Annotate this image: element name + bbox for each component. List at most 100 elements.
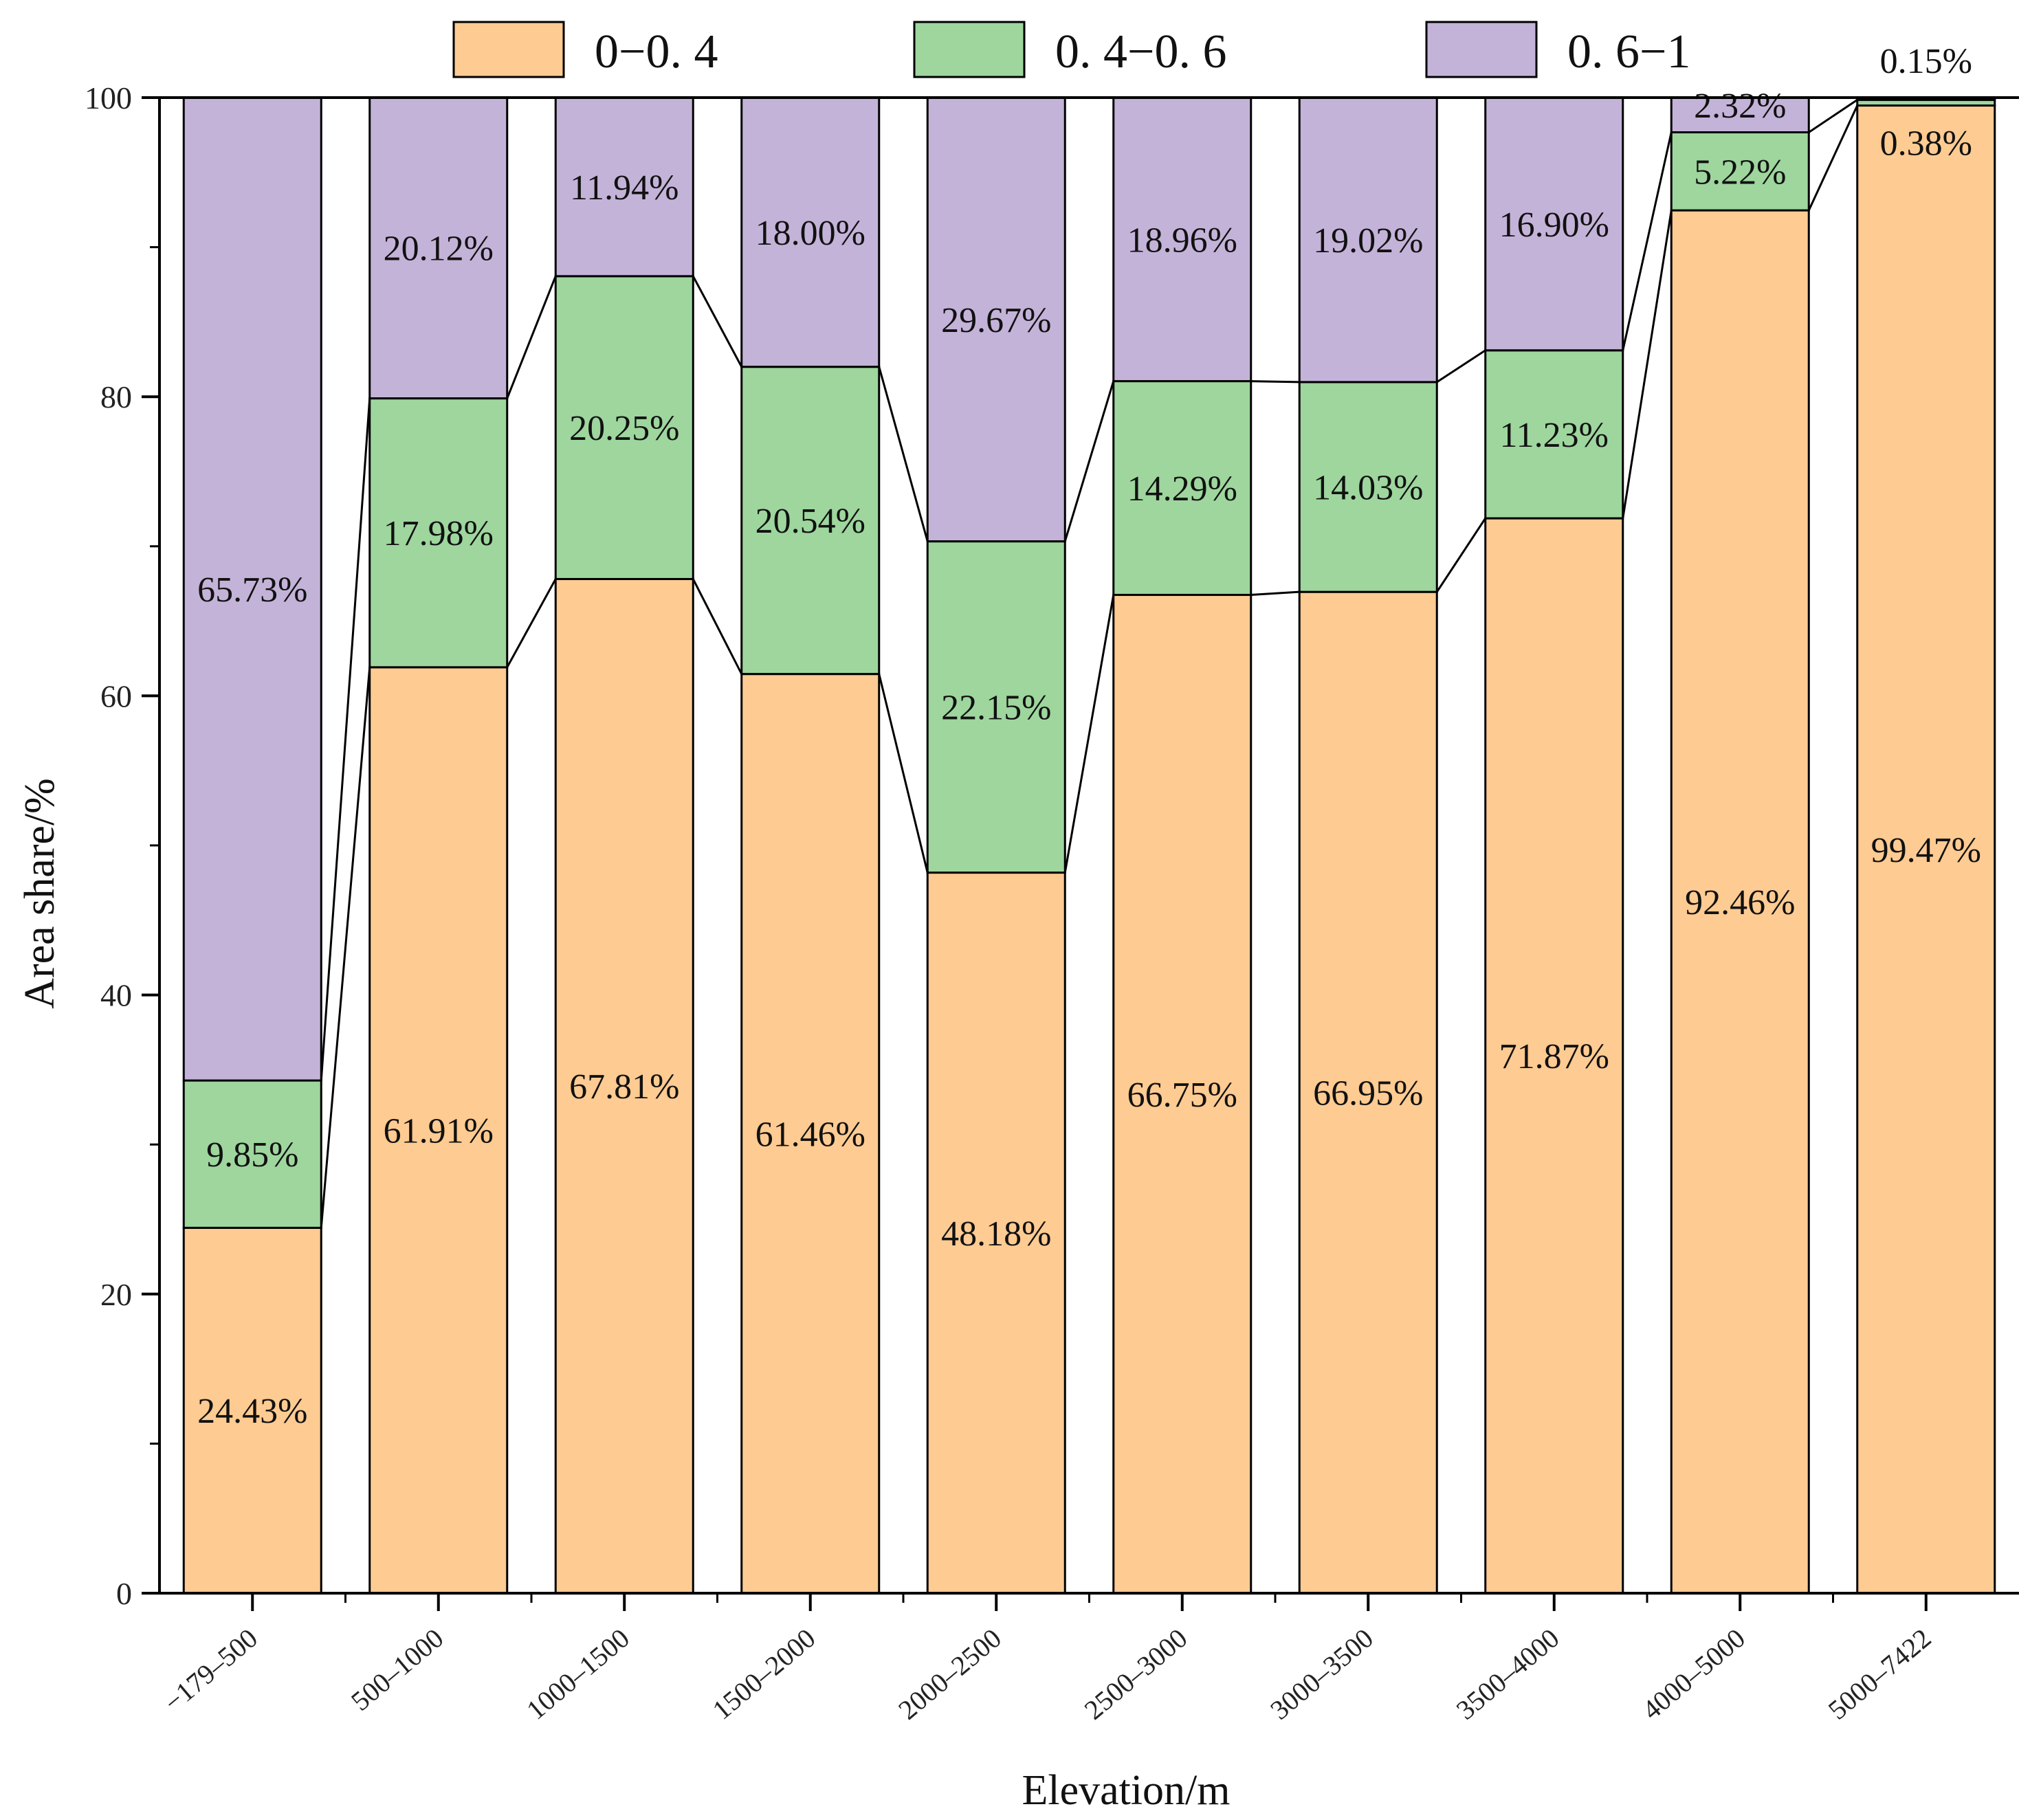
- bar-segment-2-7: [1298, 381, 1438, 593]
- legend-label: 0. 4−0. 6: [1055, 25, 1226, 78]
- x-tick-label: 4000–5000: [1636, 1622, 1751, 1725]
- y-tick-label: 0: [116, 1576, 132, 1611]
- data-label: 0.38%: [1880, 124, 1972, 163]
- data-label: 61.91%: [384, 1111, 494, 1151]
- data-label: 20.54%: [755, 502, 865, 541]
- y-tick-label: 100: [85, 80, 132, 115]
- bar-segment-2-9: [1670, 131, 1810, 212]
- connector-line: [1622, 132, 1673, 351]
- connector-line: [1807, 104, 1859, 211]
- data-label: 19.02%: [1313, 221, 1423, 260]
- x-axis-title: Elevation/m: [1022, 1767, 1230, 1814]
- bar-segment-3-5: [926, 96, 1066, 543]
- connector-line: [692, 578, 743, 675]
- legend-swatch: [1425, 21, 1538, 78]
- data-label: 61.46%: [755, 1115, 865, 1154]
- connector-lines: [320, 99, 1859, 1228]
- data-label: 11.94%: [570, 168, 678, 208]
- data-label: 0.15%: [1880, 42, 1972, 81]
- bar-segment-1-2: [368, 666, 509, 1595]
- x-tick-label: 1000–1500: [520, 1622, 635, 1725]
- data-label: 67.81%: [569, 1067, 679, 1107]
- x-tick-label: 3000–3500: [1264, 1622, 1379, 1725]
- data-label: 17.98%: [384, 514, 494, 553]
- x-tick-label: 2500–3000: [1079, 1622, 1193, 1725]
- data-label: 66.75%: [1127, 1076, 1237, 1115]
- data-label: 18.00%: [755, 214, 865, 253]
- data-label: 14.03%: [1313, 469, 1423, 508]
- bars: [182, 96, 1996, 1595]
- legend-label: 0. 6−1: [1567, 25, 1690, 78]
- connector-line: [878, 674, 929, 873]
- legend: 0−0. 4 0. 4−0. 6 0. 6−1: [452, 21, 1690, 78]
- connector-line: [320, 667, 371, 1228]
- connector-line: [320, 398, 371, 1081]
- connector-line: [692, 276, 743, 368]
- data-label: 65.73%: [197, 570, 307, 610]
- x-tick-label: 1500–2000: [707, 1622, 821, 1725]
- x-tick-label: 2000–2500: [892, 1622, 1007, 1725]
- data-label: 92.46%: [1685, 883, 1795, 922]
- bar-segment-2-2: [368, 397, 509, 669]
- y-tick-label: 60: [100, 678, 132, 713]
- bar-segment-1-5: [926, 872, 1066, 1595]
- bar-segment-2-6: [1112, 380, 1253, 597]
- legend-label: 0−0. 4: [595, 25, 718, 78]
- y-tick-label: 40: [100, 978, 132, 1013]
- connector-line: [878, 366, 929, 542]
- data-label: 9.85%: [206, 1135, 298, 1175]
- connector-line: [1250, 380, 1300, 384]
- bar-segment-1-9: [1670, 209, 1810, 1595]
- data-label: 18.96%: [1127, 221, 1237, 260]
- bar-segment-2-1: [182, 1079, 322, 1229]
- bar-segment-2-3: [554, 275, 694, 580]
- bar-segment-3-9: [1670, 96, 1810, 133]
- x-tick-label: 500–1000: [345, 1622, 449, 1716]
- bar-segment-3-6: [1112, 96, 1253, 383]
- data-label: 29.67%: [941, 301, 1051, 340]
- connector-line: [506, 276, 557, 399]
- data-label: 48.18%: [941, 1214, 1051, 1254]
- legend-swatch: [452, 21, 565, 78]
- connector-line: [1622, 210, 1673, 519]
- connector-line: [1063, 595, 1115, 873]
- y-tick-label: 20: [100, 1277, 132, 1312]
- bar-segment-1-1: [182, 1226, 322, 1595]
- data-label: 16.90%: [1499, 206, 1609, 245]
- legend-swatch: [913, 21, 1026, 78]
- bar-segment-3-3: [554, 96, 694, 278]
- data-label: 22.15%: [941, 689, 1051, 728]
- bar-segment-3-2: [368, 96, 509, 400]
- data-label: 24.43%: [197, 1392, 307, 1431]
- connector-line: [1436, 349, 1486, 384]
- x-tick-label: 5000–7422: [1822, 1622, 1937, 1725]
- connector-line: [1808, 99, 1858, 133]
- x-tick-label: −179–500: [158, 1622, 263, 1718]
- data-label: 2.32%: [1694, 87, 1786, 126]
- bar-segment-1-6: [1112, 594, 1253, 1595]
- bar-segment-3-7: [1298, 96, 1438, 384]
- data-label: 20.12%: [384, 230, 494, 269]
- data-label: 99.47%: [1871, 831, 1981, 870]
- data-label: 11.23%: [1500, 416, 1609, 455]
- data-label: 14.29%: [1127, 469, 1237, 509]
- connector-line: [1063, 381, 1115, 542]
- bar-segment-2-4: [740, 366, 881, 676]
- x-tick-label: 3500–4000: [1450, 1622, 1565, 1725]
- connector-line: [506, 578, 557, 668]
- bar-segment-1-10: [1856, 104, 1996, 1595]
- bar-segment-1-4: [740, 673, 881, 1595]
- data-label: 71.87%: [1499, 1037, 1609, 1076]
- bar-segment-3-8: [1484, 96, 1624, 352]
- data-label: 5.22%: [1694, 153, 1786, 192]
- data-label: 20.25%: [569, 409, 679, 448]
- connector-line: [1250, 590, 1300, 597]
- data-label: 66.95%: [1313, 1074, 1423, 1113]
- y-tick-label: 80: [100, 379, 132, 414]
- connector-line: [1435, 518, 1487, 592]
- bar-segment-1-7: [1298, 590, 1438, 1595]
- y-axis-title: Area share/%: [16, 778, 63, 1009]
- bar-segment-2-8: [1484, 349, 1624, 520]
- bar-segment-3-4: [740, 96, 881, 368]
